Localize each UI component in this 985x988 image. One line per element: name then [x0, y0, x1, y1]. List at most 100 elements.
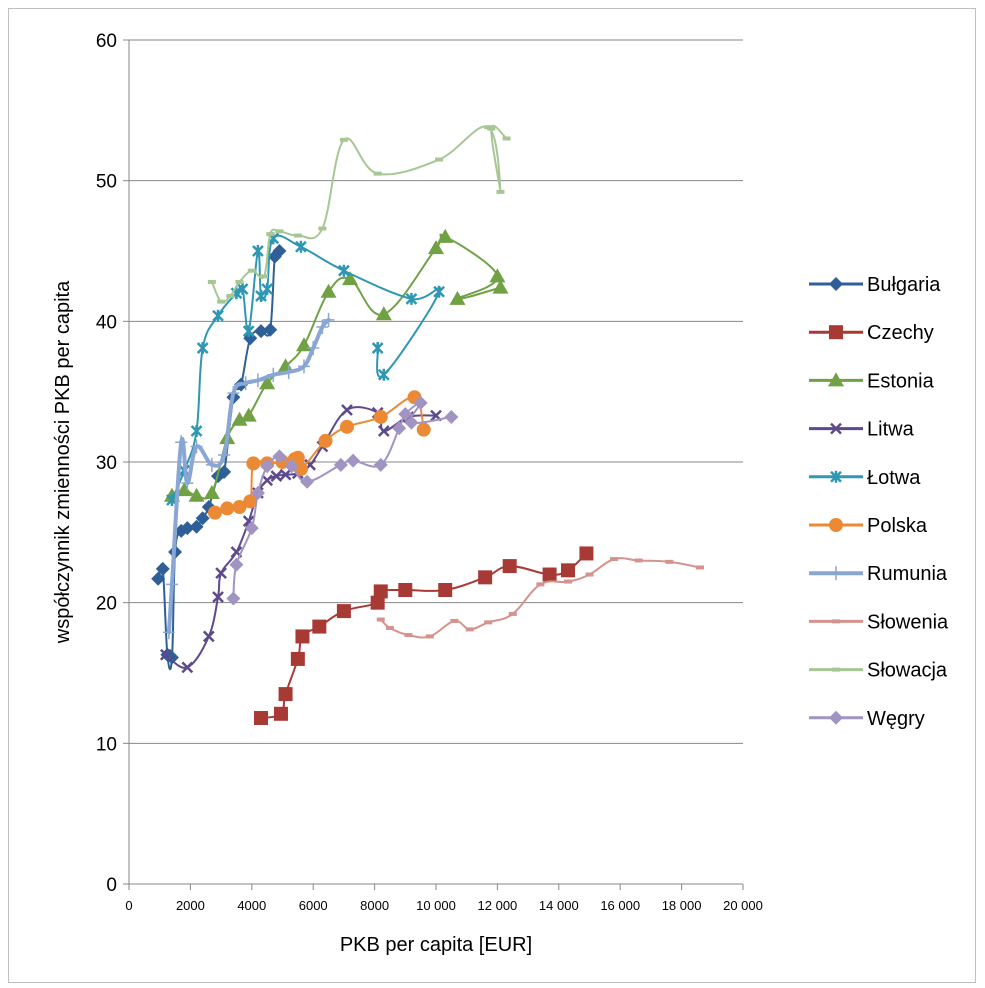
data-point [261, 474, 274, 487]
data-point [277, 358, 294, 373]
x-tick-label: 2000 [176, 898, 205, 913]
data-point [284, 459, 299, 474]
data-point [202, 630, 215, 643]
data-point [282, 364, 295, 379]
data-point [266, 232, 275, 237]
legend-swatch-marker [830, 422, 842, 435]
gridlines [129, 39, 743, 744]
legend-swatch-marker [829, 710, 843, 725]
data-point [261, 282, 274, 295]
data-point [190, 425, 203, 438]
data-point [404, 415, 419, 430]
data-point [239, 376, 252, 391]
data-point [297, 359, 310, 374]
legend-item: Polska [809, 515, 928, 537]
data-point [190, 439, 203, 454]
data-point [502, 559, 517, 574]
data-point [346, 453, 361, 468]
line-chart: 0 10 20 30 40 50 60 0 2000 4000 6000 8000 10 000 12 … [52, 31, 949, 956]
data-point [371, 342, 384, 355]
data-point [218, 447, 231, 462]
legend-item: Węgry [809, 708, 925, 730]
y-tick-label: 30 [96, 453, 117, 474]
data-point [295, 337, 312, 352]
data-point [164, 650, 179, 665]
x-tick-label: 0 [125, 898, 132, 913]
data-point [385, 625, 394, 630]
data-point [370, 595, 385, 610]
data-point [196, 342, 209, 355]
data-point [496, 189, 505, 194]
y-tick-label: 60 [96, 31, 117, 52]
legend-label: Rumunia [867, 563, 948, 585]
data-point [188, 487, 205, 502]
series-1 [254, 546, 594, 726]
data-point [251, 373, 264, 388]
data-point [217, 299, 226, 304]
y-tick-label: 40 [96, 312, 117, 333]
y-axis-title: współczynnik zmienności PKB per capita [52, 280, 74, 644]
data-point [339, 137, 348, 142]
data-point [416, 422, 431, 437]
x-tick-label: 6000 [299, 898, 328, 913]
data-point [585, 572, 594, 577]
data-point [333, 457, 348, 472]
data-point [260, 459, 275, 474]
data-point [322, 312, 335, 327]
x-tick-label: 4000 [237, 898, 266, 913]
data-point [254, 324, 269, 339]
legend-label: Słowenia [867, 611, 949, 633]
data-point [428, 240, 444, 255]
x-tick-label: 20 000 [723, 898, 763, 913]
series-8 [207, 124, 511, 304]
data-point [189, 519, 204, 534]
legend-item: Bułgaria [809, 274, 941, 296]
data-point [181, 476, 194, 491]
data-point [487, 126, 496, 131]
data-point [413, 395, 428, 410]
data-point [205, 457, 218, 472]
legend-label: Słowacja [867, 660, 948, 682]
x-axis-title: PKB per capita [EUR] [340, 934, 532, 956]
data-point [312, 619, 327, 634]
data-point [492, 279, 509, 294]
x-tick-label: 12 000 [478, 898, 518, 913]
y-tick-label: 50 [96, 172, 117, 193]
legend-item: Estonia [809, 370, 935, 392]
series-7 [376, 557, 705, 639]
data-point [273, 706, 288, 721]
data-point [252, 245, 264, 257]
data-point [398, 407, 413, 422]
legend-label: Łotwa [867, 467, 921, 489]
x-tick-label: 8000 [360, 898, 389, 913]
data-point [293, 233, 302, 238]
series-4 [166, 232, 445, 506]
data-point [373, 171, 382, 176]
axes [123, 39, 744, 890]
x-tick-label: 16 000 [600, 898, 640, 913]
data-point [235, 279, 244, 284]
series-line [210, 124, 508, 304]
x-tick-label: 14 000 [539, 898, 579, 913]
y-tick-label: 0 [106, 875, 117, 896]
legend-label: Bułgaria [867, 274, 941, 296]
data-point [320, 283, 337, 298]
series-2 [163, 228, 509, 502]
data-point [290, 651, 305, 666]
data-point [405, 292, 418, 305]
legend-item: Łotwa [809, 467, 921, 489]
data-point [259, 375, 276, 390]
legend-swatch-marker [832, 667, 840, 672]
data-point [244, 521, 259, 536]
data-point [272, 449, 287, 464]
series-0 [151, 244, 287, 671]
data-point [342, 271, 359, 286]
data-point [376, 617, 385, 622]
series-line [260, 552, 588, 719]
data-point [610, 557, 619, 562]
data-point [373, 409, 388, 424]
data-point [181, 661, 194, 674]
data-point [246, 456, 261, 471]
data-point [373, 457, 388, 472]
data-point [260, 274, 269, 279]
